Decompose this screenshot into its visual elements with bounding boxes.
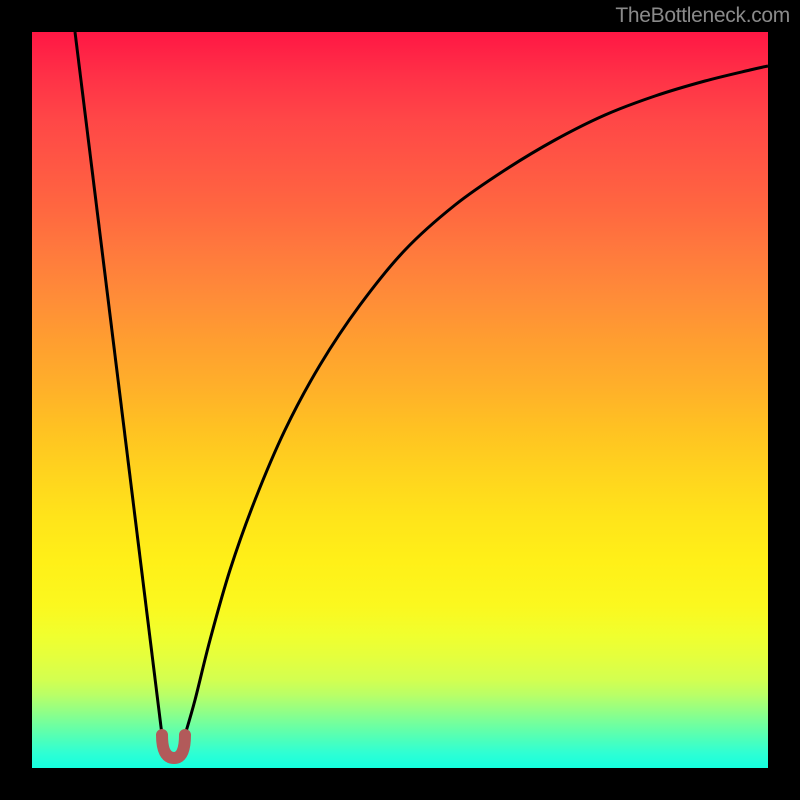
curve-right-branch <box>185 66 768 735</box>
chart-container: TheBottleneck.com <box>0 0 800 800</box>
curve-left-branch <box>75 32 162 735</box>
watermark-text: TheBottleneck.com <box>615 4 790 28</box>
curve-overlay <box>0 0 800 800</box>
curve-dip <box>162 735 185 758</box>
